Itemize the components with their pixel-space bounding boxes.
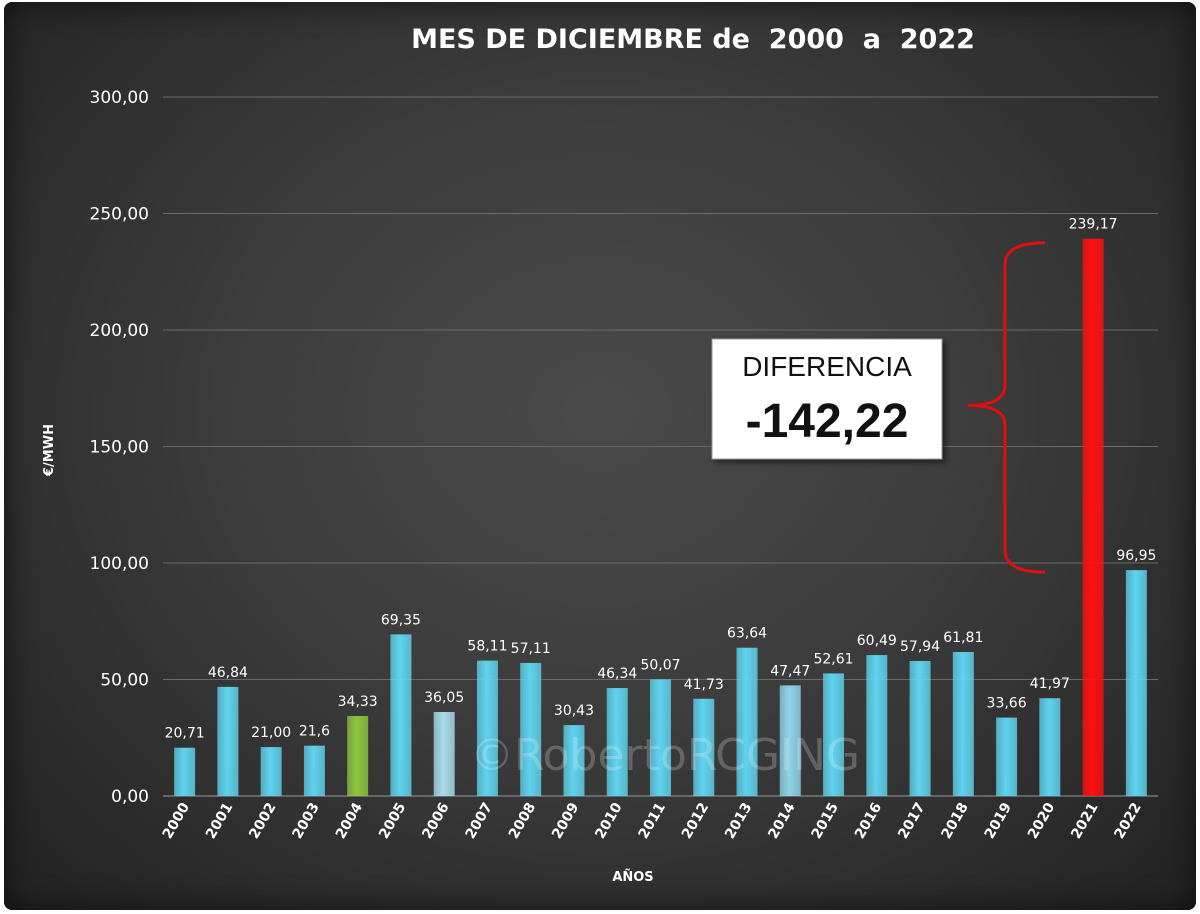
data-label-2001: 46,84 — [208, 665, 248, 681]
x-tick-2001: 2001 — [203, 800, 236, 842]
y-axis-ticks: 0,00 50,00 100,00 150,00 200,00 250,00 300,00 — [90, 88, 149, 807]
x-tick-2005: 2005 — [376, 800, 409, 842]
data-label-2017: 57,94 — [900, 639, 940, 655]
bar-2017 — [909, 660, 931, 796]
y-tick-label: 100,00 — [90, 554, 149, 574]
x-tick-2003: 2003 — [290, 800, 323, 842]
bar-2019 — [996, 717, 1018, 796]
bar-2007 — [476, 660, 498, 796]
x-tick-2012: 2012 — [679, 800, 712, 842]
x-tick-2008: 2008 — [506, 800, 539, 842]
x-tick-2022: 2022 — [1111, 800, 1144, 842]
y-tick-label: 150,00 — [90, 438, 149, 458]
bar-2001 — [217, 686, 239, 796]
data-label-2002: 21,00 — [251, 725, 291, 741]
y-tick-label: 250,00 — [90, 205, 149, 225]
watermark-text: ©RobertoRCGING — [470, 730, 860, 781]
bar-2016 — [866, 655, 888, 796]
data-label-2005: 69,35 — [381, 612, 421, 628]
y-axis-label: €/MWH — [42, 424, 57, 477]
bar-2009 — [563, 725, 585, 796]
x-tick-2013: 2013 — [722, 800, 755, 842]
chart-title: MES DE DICIEMBRE de 2000 a 2022 — [411, 24, 975, 55]
difference-bracket — [967, 241, 1046, 574]
data-label-2008: 57,11 — [511, 641, 551, 657]
data-label-2022: 96,95 — [1116, 548, 1156, 564]
bars — [174, 238, 1147, 797]
data-label-2013: 63,64 — [727, 626, 767, 642]
x-tick-2010: 2010 — [592, 800, 625, 842]
x-tick-2019: 2019 — [982, 800, 1015, 842]
bar-2005 — [390, 634, 412, 796]
data-label-2020: 41,97 — [1030, 676, 1070, 692]
data-label-2007: 58,11 — [467, 639, 507, 655]
x-tick-2000: 2000 — [160, 800, 193, 842]
bar-2006 — [433, 712, 455, 796]
x-tick-2018: 2018 — [938, 800, 971, 842]
difference-box — [711, 338, 943, 460]
x-axis-label: AÑOS — [612, 869, 653, 885]
data-label-2011: 50,07 — [640, 657, 680, 673]
bar-2010 — [606, 688, 628, 796]
y-tick-label: 0,00 — [111, 787, 149, 807]
data-label-2006: 36,05 — [424, 690, 464, 706]
y-tick-label: 300,00 — [90, 88, 149, 108]
bar-2015 — [823, 673, 845, 796]
data-label-2009: 30,43 — [554, 703, 594, 719]
bar-2012 — [693, 698, 715, 796]
x-tick-2014: 2014 — [765, 800, 798, 842]
bar-2008 — [520, 662, 542, 796]
difference-annotation — [711, 338, 943, 460]
data-label-2003: 21,6 — [299, 724, 330, 740]
data-label-2015: 52,61 — [813, 651, 853, 667]
difference-label: DIFERENCIA — [742, 351, 912, 382]
x-tick-2002: 2002 — [246, 800, 279, 842]
x-tick-2011: 2011 — [636, 800, 669, 842]
x-tick-2017: 2017 — [895, 800, 928, 842]
data-label-2010: 46,34 — [597, 666, 637, 682]
x-axis-ticks: 2000 2001 2002 2003 2004 2005 2006 2007 2008 2009… — [160, 800, 1145, 842]
y-tick-label: 50,00 — [100, 671, 149, 691]
bar-2004 — [347, 716, 369, 796]
x-tick-2021: 2021 — [1068, 800, 1101, 842]
bar-2013 — [736, 647, 758, 796]
x-tick-2004: 2004 — [333, 800, 366, 842]
bar-2018 — [952, 651, 974, 796]
difference-value: -142,22 — [746, 395, 909, 448]
data-label-2016: 60,49 — [857, 633, 897, 649]
data-label-2004: 34,33 — [338, 694, 378, 710]
bar-2011 — [650, 679, 671, 796]
data-label-2012: 41,73 — [684, 677, 724, 693]
bar-2003 — [303, 745, 325, 796]
x-tick-2006: 2006 — [419, 800, 452, 842]
x-tick-2016: 2016 — [852, 800, 885, 842]
y-tick-label: 200,00 — [90, 321, 149, 341]
bar-2022 — [1125, 570, 1147, 796]
data-label-2000: 20,71 — [165, 726, 205, 742]
x-tick-2009: 2009 — [549, 800, 582, 842]
bar-2014 — [779, 685, 801, 796]
bar-2002 — [260, 747, 282, 796]
x-tick-2020: 2020 — [1025, 800, 1058, 842]
bar-2021 — [1082, 238, 1104, 797]
x-tick-2007: 2007 — [463, 800, 496, 842]
bar-2000 — [174, 747, 196, 796]
bar-2020 — [1039, 698, 1061, 796]
data-label-2018: 61,81 — [943, 630, 983, 646]
x-tick-2015: 2015 — [809, 800, 842, 842]
data-label-2019: 33,66 — [987, 696, 1027, 712]
data-label-2021: 239,17 — [1069, 217, 1118, 233]
data-label-2014: 47,47 — [770, 663, 810, 679]
